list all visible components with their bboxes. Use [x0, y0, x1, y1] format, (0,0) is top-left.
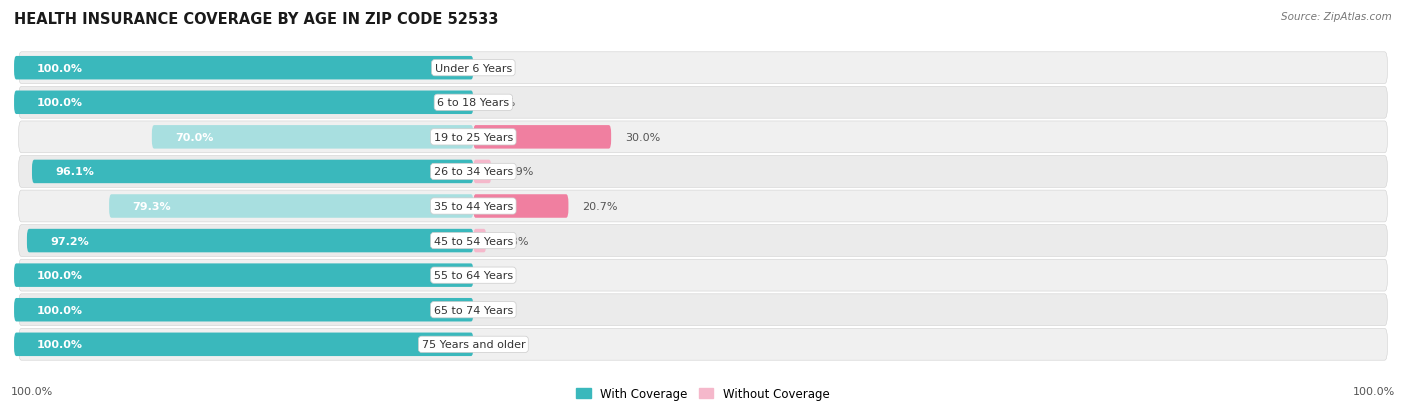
Text: 79.3%: 79.3%	[132, 202, 170, 211]
Text: 100.0%: 100.0%	[11, 387, 53, 396]
Text: 100.0%: 100.0%	[37, 98, 83, 108]
Text: 45 to 54 Years: 45 to 54 Years	[433, 236, 513, 246]
Text: 96.1%: 96.1%	[55, 167, 94, 177]
FancyBboxPatch shape	[18, 225, 1388, 257]
FancyBboxPatch shape	[14, 57, 474, 80]
FancyBboxPatch shape	[474, 229, 486, 253]
Text: 0.0%: 0.0%	[486, 339, 516, 349]
Text: 2.8%: 2.8%	[501, 236, 529, 246]
Text: 100.0%: 100.0%	[1353, 387, 1395, 396]
Text: Under 6 Years: Under 6 Years	[434, 64, 512, 74]
Text: 0.0%: 0.0%	[486, 305, 516, 315]
Text: 20.7%: 20.7%	[582, 202, 617, 211]
FancyBboxPatch shape	[14, 333, 474, 356]
FancyBboxPatch shape	[110, 195, 474, 218]
Text: 0.0%: 0.0%	[486, 64, 516, 74]
FancyBboxPatch shape	[18, 53, 1388, 84]
Text: 0.0%: 0.0%	[486, 98, 516, 108]
FancyBboxPatch shape	[18, 87, 1388, 119]
FancyBboxPatch shape	[18, 191, 1388, 222]
FancyBboxPatch shape	[152, 126, 474, 149]
FancyBboxPatch shape	[474, 160, 491, 184]
Text: 55 to 64 Years: 55 to 64 Years	[434, 271, 513, 280]
Text: 97.2%: 97.2%	[49, 236, 89, 246]
Text: 3.9%: 3.9%	[505, 167, 533, 177]
FancyBboxPatch shape	[18, 294, 1388, 326]
FancyBboxPatch shape	[18, 122, 1388, 153]
Text: 70.0%: 70.0%	[174, 133, 214, 142]
Text: 100.0%: 100.0%	[37, 339, 83, 349]
Text: 65 to 74 Years: 65 to 74 Years	[433, 305, 513, 315]
FancyBboxPatch shape	[14, 264, 474, 287]
Text: 30.0%: 30.0%	[624, 133, 661, 142]
Text: 19 to 25 Years: 19 to 25 Years	[433, 133, 513, 142]
FancyBboxPatch shape	[14, 298, 474, 322]
FancyBboxPatch shape	[18, 329, 1388, 360]
FancyBboxPatch shape	[32, 160, 474, 184]
Text: 35 to 44 Years: 35 to 44 Years	[433, 202, 513, 211]
Text: 100.0%: 100.0%	[37, 305, 83, 315]
Text: 0.0%: 0.0%	[486, 271, 516, 280]
Text: 100.0%: 100.0%	[37, 271, 83, 280]
Text: Source: ZipAtlas.com: Source: ZipAtlas.com	[1281, 12, 1392, 22]
Legend: With Coverage, Without Coverage: With Coverage, Without Coverage	[572, 382, 834, 405]
FancyBboxPatch shape	[18, 156, 1388, 188]
FancyBboxPatch shape	[18, 260, 1388, 291]
Text: 100.0%: 100.0%	[37, 64, 83, 74]
Text: 75 Years and older: 75 Years and older	[422, 339, 526, 349]
FancyBboxPatch shape	[14, 91, 474, 115]
Text: 6 to 18 Years: 6 to 18 Years	[437, 98, 509, 108]
FancyBboxPatch shape	[27, 229, 474, 253]
FancyBboxPatch shape	[474, 126, 612, 149]
Text: HEALTH INSURANCE COVERAGE BY AGE IN ZIP CODE 52533: HEALTH INSURANCE COVERAGE BY AGE IN ZIP …	[14, 12, 499, 27]
Text: 26 to 34 Years: 26 to 34 Years	[433, 167, 513, 177]
FancyBboxPatch shape	[474, 195, 568, 218]
